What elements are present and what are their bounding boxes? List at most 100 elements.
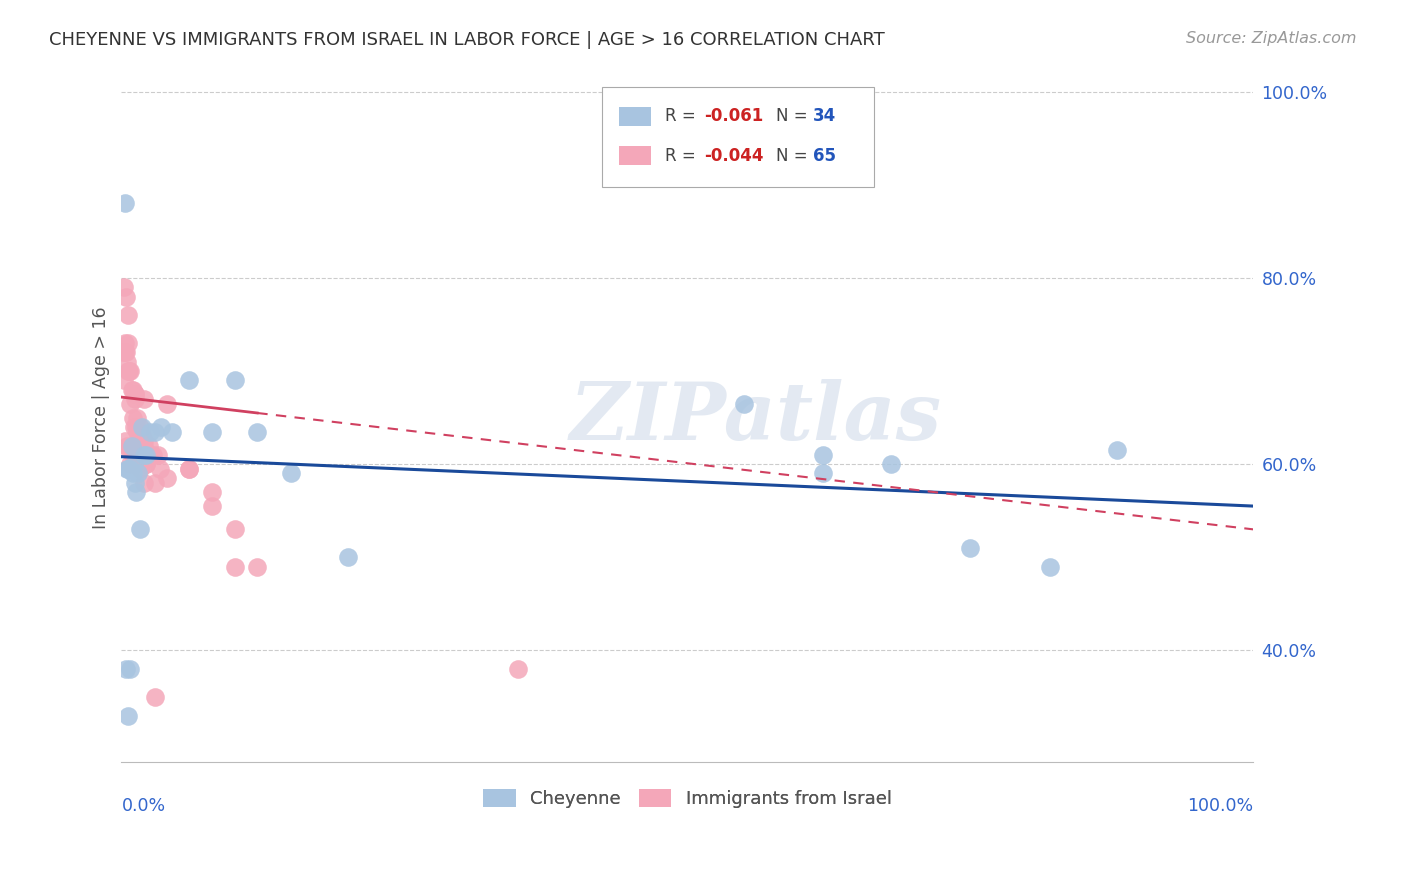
Point [114, 196, 136, 211]
Point [127, 425, 149, 439]
Point [135, 457, 157, 471]
Point [132, 438, 155, 452]
Point [132, 475, 155, 490]
Point [224, 522, 246, 536]
Point [115, 662, 138, 676]
Point [132, 448, 155, 462]
Point [132, 434, 155, 448]
Point [120, 662, 142, 676]
Text: R =: R = [665, 146, 700, 165]
Point [111, 345, 134, 359]
Text: 34: 34 [813, 107, 837, 126]
Point [142, 448, 165, 462]
Point [121, 410, 143, 425]
Point [118, 364, 141, 378]
FancyBboxPatch shape [620, 146, 651, 165]
Point [201, 485, 224, 500]
Point [1107, 443, 1129, 458]
Point [811, 467, 834, 481]
Text: N =: N = [776, 146, 813, 165]
Point [121, 467, 143, 481]
Point [138, 425, 160, 439]
Point [127, 443, 149, 458]
Point [131, 448, 153, 462]
Point [131, 443, 153, 458]
Point [121, 383, 143, 397]
Point [118, 443, 141, 458]
Point [121, 448, 143, 462]
Point [120, 462, 142, 476]
Point [156, 471, 179, 485]
Point [112, 373, 135, 387]
Text: N =: N = [776, 107, 813, 126]
Point [132, 392, 155, 406]
Point [128, 420, 150, 434]
Point [201, 425, 224, 439]
Point [139, 448, 162, 462]
Point [280, 467, 302, 481]
Point [128, 438, 150, 452]
Point [880, 457, 903, 471]
FancyBboxPatch shape [602, 87, 875, 186]
Point [117, 708, 139, 723]
Text: R =: R = [665, 107, 700, 126]
Point [115, 438, 138, 452]
Point [125, 420, 148, 434]
Text: 0.0%: 0.0% [121, 797, 166, 814]
Point [128, 462, 150, 476]
Point [179, 462, 201, 476]
Point [959, 541, 981, 555]
Point [124, 475, 146, 490]
Point [131, 429, 153, 443]
Point [145, 425, 167, 439]
Point [162, 425, 184, 439]
Point [506, 662, 529, 676]
Point [811, 448, 834, 462]
Point [146, 448, 169, 462]
Point [122, 457, 145, 471]
Point [246, 559, 269, 574]
Point [127, 467, 149, 481]
Point [179, 373, 201, 387]
Point [115, 462, 138, 476]
Y-axis label: In Labor Force | Age > 16: In Labor Force | Age > 16 [93, 306, 110, 529]
Point [114, 336, 136, 351]
Point [132, 443, 155, 458]
Point [115, 345, 138, 359]
Point [224, 373, 246, 387]
Point [131, 420, 153, 434]
Point [117, 308, 139, 322]
Point [124, 387, 146, 401]
Text: -0.061: -0.061 [704, 107, 763, 126]
Text: 100.0%: 100.0% [1187, 797, 1253, 814]
Point [117, 364, 139, 378]
Point [120, 396, 142, 410]
Point [150, 420, 173, 434]
Point [135, 457, 157, 471]
Point [121, 438, 143, 452]
Point [124, 392, 146, 406]
Point [117, 336, 139, 351]
Point [129, 443, 152, 458]
Point [134, 452, 156, 467]
Point [121, 383, 143, 397]
Point [149, 462, 172, 476]
Point [120, 457, 142, 471]
Point [127, 434, 149, 448]
Point [124, 443, 146, 458]
Point [114, 434, 136, 448]
Point [115, 289, 138, 303]
Text: -0.044: -0.044 [704, 146, 763, 165]
Text: 65: 65 [813, 146, 837, 165]
Point [135, 448, 157, 462]
Point [114, 345, 136, 359]
Point [115, 355, 138, 369]
Point [128, 522, 150, 536]
Point [1038, 559, 1060, 574]
Text: CHEYENNE VS IMMIGRANTS FROM ISRAEL IN LABOR FORCE | AGE > 16 CORRELATION CHART: CHEYENNE VS IMMIGRANTS FROM ISRAEL IN LA… [49, 31, 884, 49]
Text: ZIPatlas: ZIPatlas [569, 379, 942, 457]
Point [201, 499, 224, 513]
Point [117, 462, 139, 476]
Legend: Cheyenne, Immigrants from Israel: Cheyenne, Immigrants from Israel [475, 782, 898, 815]
Point [145, 690, 167, 704]
